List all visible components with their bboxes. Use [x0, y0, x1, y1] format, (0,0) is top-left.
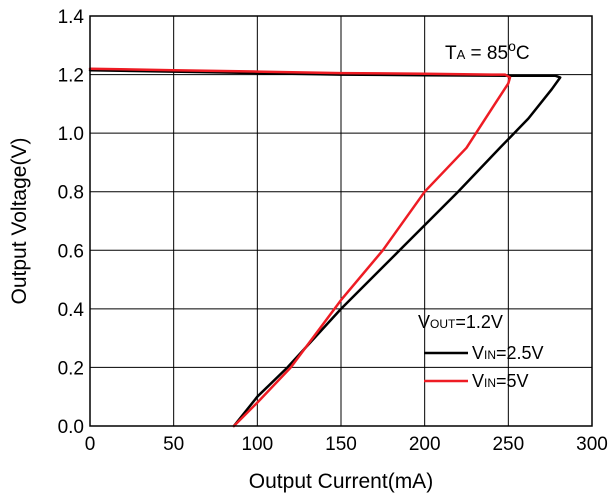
legend-entry-vin-2-5: VIN=2.5V	[472, 343, 544, 363]
x-axis-label: Output Current(mA)	[249, 470, 433, 493]
y-tick-label: 0.8	[58, 183, 84, 204]
x-tick-label: 150	[325, 434, 357, 455]
y-ticks: 0.0 0.2 0.4 0.6 0.8 1.0 1.2 1.4	[58, 7, 85, 438]
legend-header-rest: =1.2V	[455, 312, 503, 332]
y-tick-label: 0.6	[58, 241, 84, 262]
x-tick-label: 50	[163, 434, 184, 455]
series-line-0	[88, 68, 562, 428]
legend-entry-1-sub: IN	[484, 376, 496, 390]
y-axis-label: Output Voltage(V)	[8, 138, 31, 305]
x-tick-label: 250	[492, 434, 524, 455]
annotation-sup: o	[508, 38, 516, 54]
x-tick-label: 0	[85, 434, 96, 455]
series-line-1	[88, 67, 512, 428]
y-tick-label: 1.2	[58, 66, 84, 87]
annotation-end: C	[516, 43, 530, 64]
plot-frame	[89, 15, 593, 427]
temperature-annotation: TA = 85oC	[445, 38, 530, 64]
annotation-mid: = 85	[465, 43, 508, 64]
x-tick-label: 200	[409, 434, 441, 455]
series-layer	[88, 67, 562, 428]
legend: VOUT=1.2V VIN=2.5V VIN=5V	[418, 312, 544, 391]
y-tick-label: 0.4	[58, 300, 85, 321]
x-tick-label: 100	[241, 434, 273, 455]
x-tick-label: 300	[576, 434, 608, 455]
legend-entry-vin-5: VIN=5V	[472, 371, 529, 391]
x-ticks: 0 50 100 150 200 250 300	[85, 434, 608, 455]
y-tick-label: 0.2	[58, 358, 84, 379]
annotation-main: T	[445, 43, 457, 64]
legend-header-main: V	[418, 312, 430, 332]
legend-header-sub: OUT	[430, 317, 456, 331]
legend-entry-0-sub: IN	[484, 348, 496, 362]
y-tick-label: 0.0	[58, 417, 84, 438]
y-tick-label: 1.0	[58, 124, 84, 145]
legend-entry-0-main: V	[472, 343, 484, 363]
legend-entry-1-main: V	[472, 371, 484, 391]
legend-entry-0-rest: =2.5V	[496, 343, 544, 363]
legend-header: VOUT=1.2V	[418, 312, 503, 332]
annotation-sub: A	[457, 47, 466, 62]
legend-entry-1-rest: =5V	[496, 371, 529, 391]
y-tick-label: 1.4	[58, 7, 85, 28]
